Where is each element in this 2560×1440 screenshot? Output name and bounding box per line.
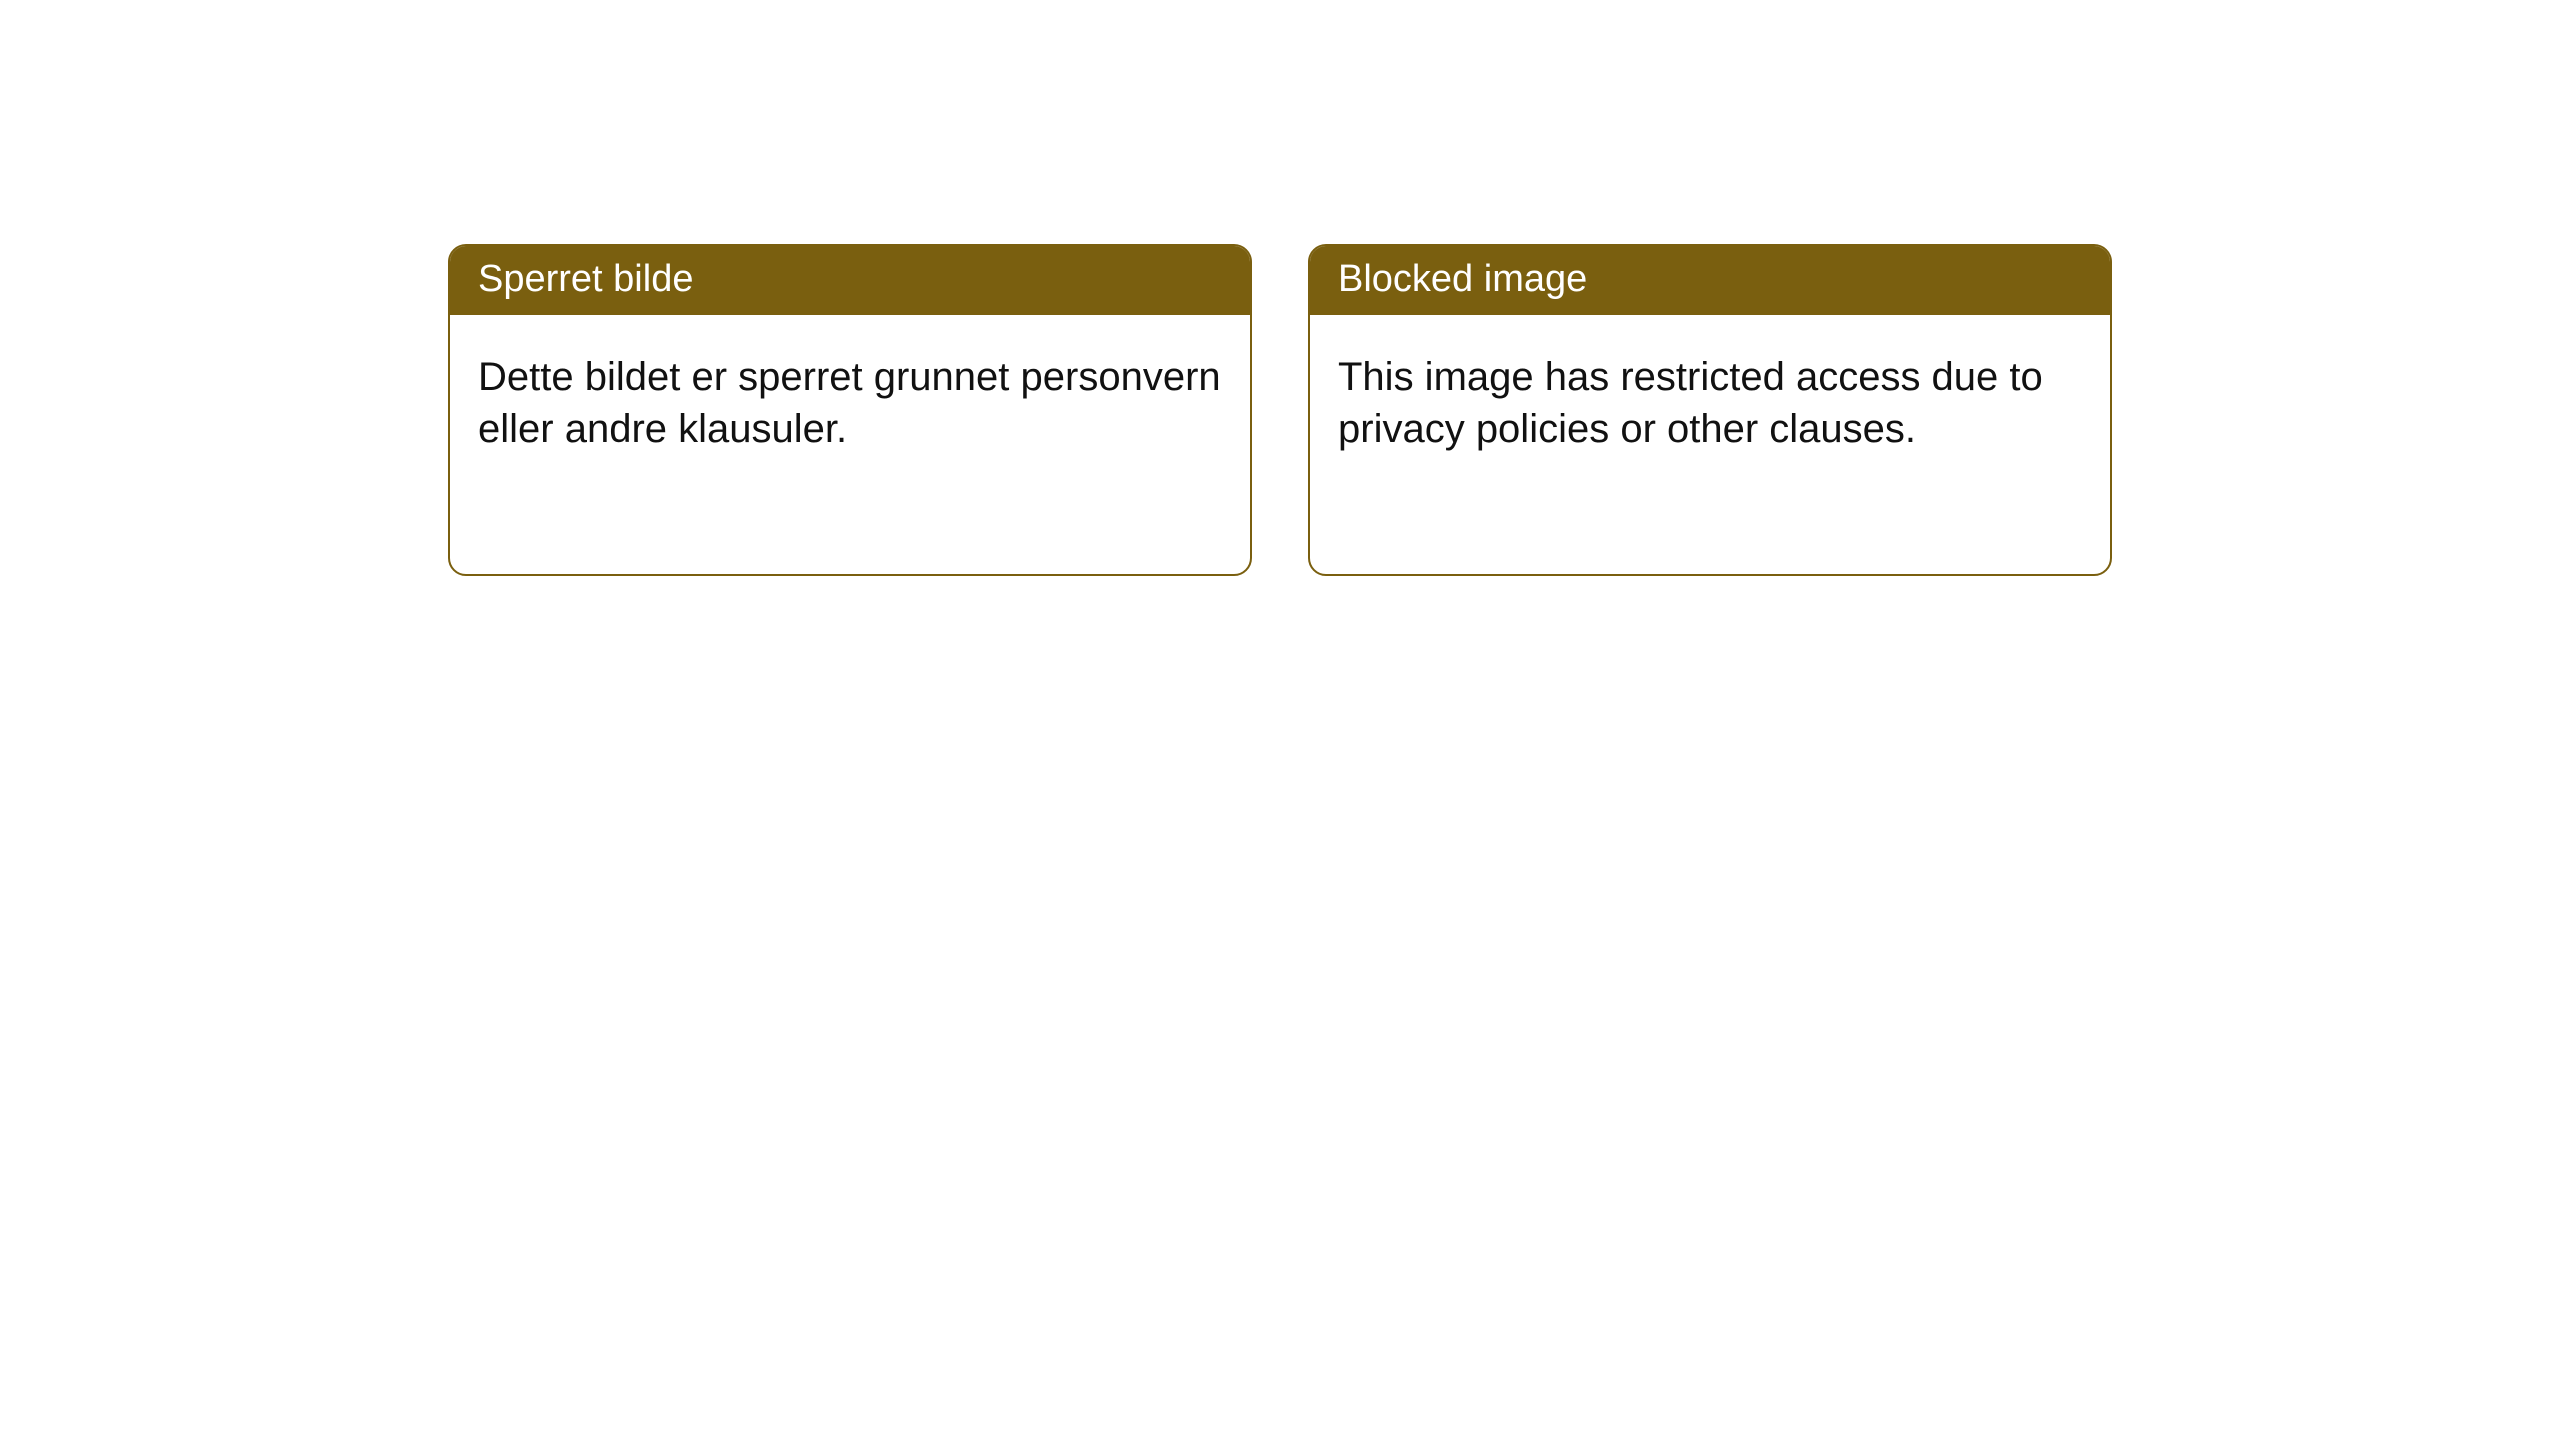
card-header: Blocked image [1310, 246, 2110, 315]
notice-cards-container: Sperret bilde Dette bildet er sperret gr… [448, 244, 2112, 576]
card-body-text: This image has restricted access due to … [1338, 355, 2043, 451]
card-body: Dette bildet er sperret grunnet personve… [450, 315, 1250, 483]
card-body-text: Dette bildet er sperret grunnet personve… [478, 355, 1221, 451]
card-title: Sperret bilde [478, 258, 693, 300]
card-body: This image has restricted access due to … [1310, 315, 2110, 483]
notice-card-english: Blocked image This image has restricted … [1308, 244, 2112, 576]
notice-card-norwegian: Sperret bilde Dette bildet er sperret gr… [448, 244, 1252, 576]
card-header: Sperret bilde [450, 246, 1250, 315]
card-title: Blocked image [1338, 258, 1587, 300]
